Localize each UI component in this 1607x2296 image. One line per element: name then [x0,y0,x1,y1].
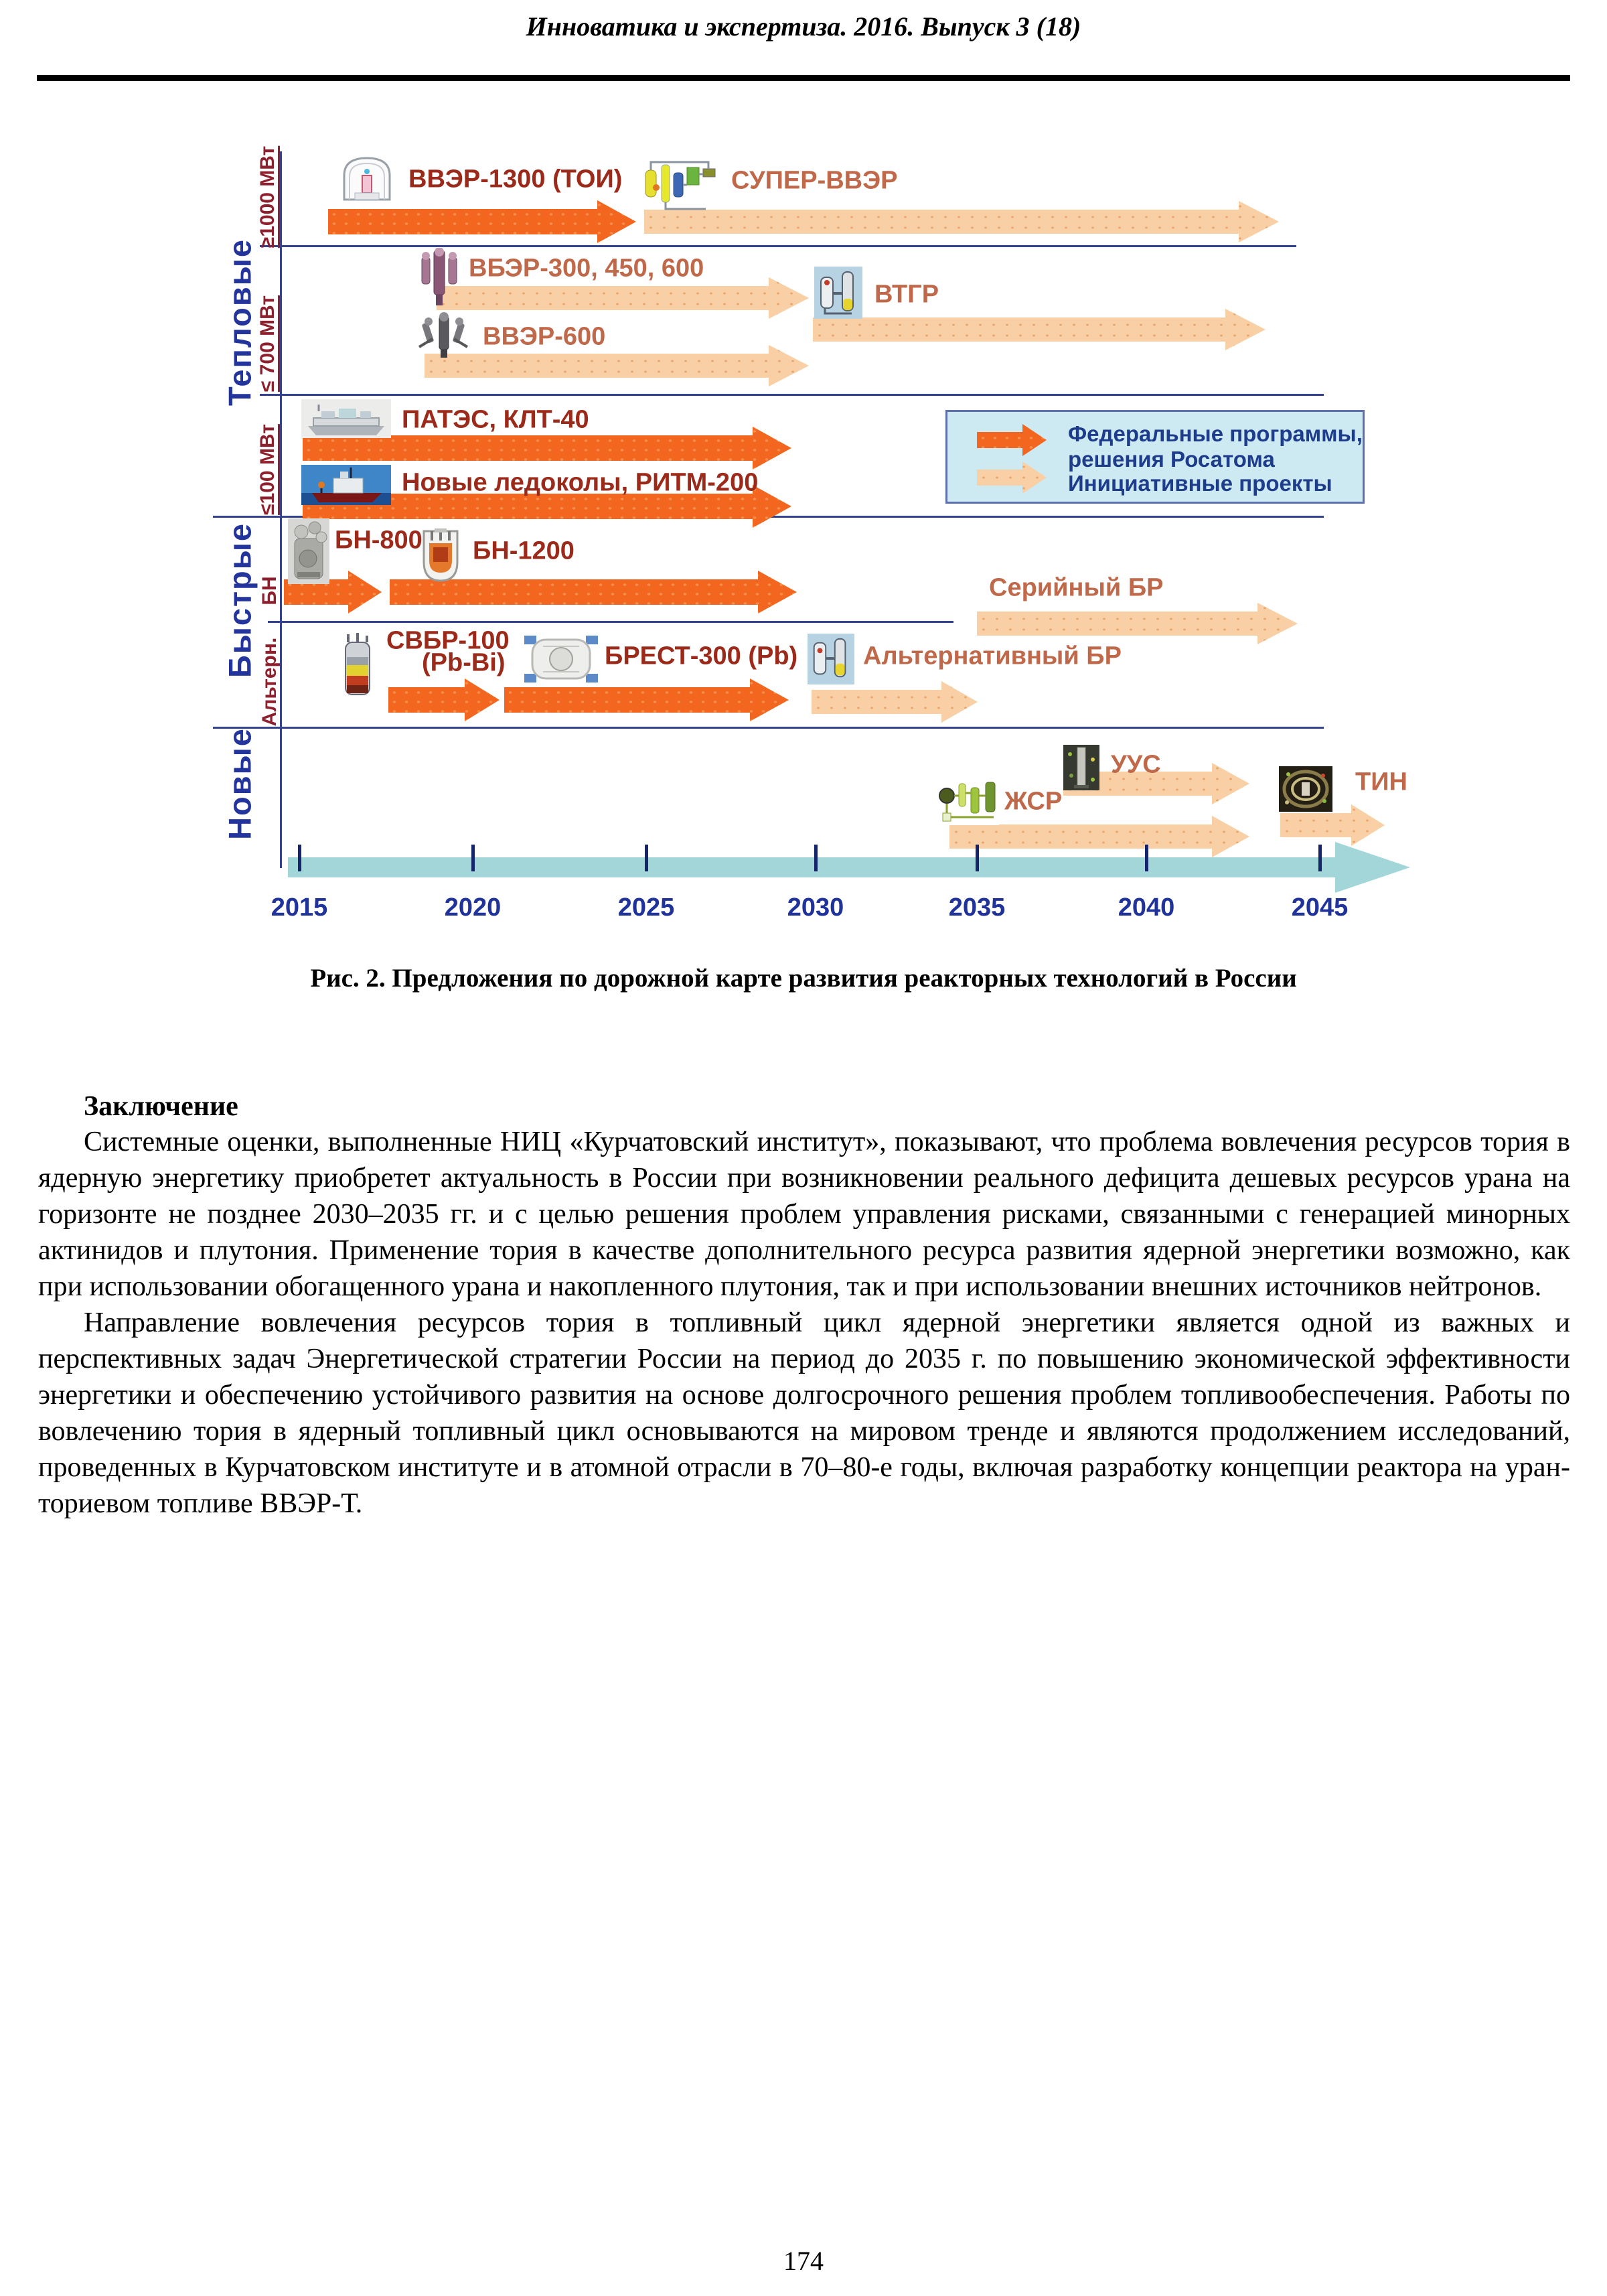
bn800-icon [288,518,329,584]
brest-icon [523,633,599,685]
timeline-tick [645,845,648,871]
timeline-year: 2045 [1291,893,1349,922]
band-separator [213,727,1324,729]
vver600-label: ВВЭР-600 [483,322,606,351]
band-separator [260,394,1324,396]
group-label-new: Новые [222,727,258,840]
roadmap-figure: Тепловые Быстрые Новые ≥1000 МВт ≤ 700 М… [0,0,1607,958]
band-label-altern: Альтерн. [258,637,281,727]
uus-label: УУС [1111,750,1161,779]
alt-br-icon [808,633,854,685]
svbr-icon [339,633,376,697]
timeline-tick [298,845,301,871]
timeline-year: 2030 [787,893,844,922]
group-label-fast: Быстрые [222,522,258,678]
vtgr-icon [814,267,862,319]
svbr-coolant-label: (Pb-Bi) [422,648,506,677]
timeline-arrow [288,842,1410,893]
tin-icon [1279,766,1332,812]
legend-federal-label-line1: Федеральные программы, [1068,421,1363,446]
icebreakers-label: Новые ледоколы, РИТМ-200 [402,468,759,497]
timeline-year: 2025 [617,893,675,922]
timeline-tick [1145,845,1148,871]
serial-br-label: Серийный БР [989,573,1164,602]
legend-initiative-arrow-icon [977,461,1047,494]
serial-br-arrow [977,603,1298,644]
vver1300-arrow [328,200,636,243]
timeline-tick [976,845,979,871]
bn800-label: БН-800 [335,526,423,555]
svbr-arrow-short [388,678,500,721]
band-label-bn: БН [258,576,281,605]
timeline-tick [814,845,818,871]
header-rule [37,75,1570,81]
vber-arrow [437,277,809,319]
vber-label: ВБЭР-300, 450, 600 [469,254,704,283]
legend-federal-arrow-icon [977,424,1047,456]
supervver-arrow [644,201,1279,242]
pates-label: ПАТЭС, КЛТ-40 [402,405,589,434]
brest-label: БРЕСТ-300 (Pb) [605,642,798,670]
group-label-thermal: Тепловые [222,238,258,407]
bn1200-icon [418,527,463,585]
supervver-icon [641,158,719,214]
vtgr-arrow [813,309,1266,350]
timeline-year: 2015 [271,893,328,922]
timeline-tick [1318,845,1322,871]
vver600-icon [412,312,474,359]
uus-icon [1063,745,1099,790]
tin-label: ТИН [1355,768,1407,796]
figure-axis-line [280,151,282,868]
vver1300-label: ВВЭР-1300 (ТОИ) [408,165,623,194]
alt-br-arrow [812,681,978,723]
paragraph: Направление вовлечения ресурсов тория в … [38,1307,1570,1519]
figure-legend: Федеральные программы, решения Росатома … [945,410,1365,504]
band-label-ge1000: ≥1000 МВт [256,145,279,248]
article-body: Заключение Системные оценки, выполненные… [38,1090,1570,1522]
band-separator [268,621,953,623]
section-title: Заключение [84,1091,238,1122]
vtgr-label: ВТГР [874,280,939,309]
svbr-label: СВБР-100 [386,626,510,655]
figure-caption: Рис. 2. Предложения по дорожной карте ра… [310,964,1297,993]
legend-initiative-label: Инициативные проекты [1068,471,1332,496]
band-separator [260,245,1296,247]
legend-federal-label-line2: решения Росатома [1068,447,1275,472]
band-label-le700: ≤ 700 МВт [256,295,279,392]
jsr-icon [936,776,999,825]
timeline-year: 2035 [948,893,1006,922]
timeline-year: 2020 [444,893,502,922]
timeline-tick [471,845,475,871]
page-number: 174 [783,2246,824,2276]
jsr-label: ЖСР [1004,787,1063,816]
band-label-le100: ≤100 МВт [256,424,279,515]
pates-icon [301,399,391,438]
bn1200-label: БН-1200 [473,536,575,565]
supervver-label: СУПЕР-ВВЭР [731,166,898,195]
timeline-year: 2040 [1118,893,1175,922]
vber-icon [415,248,463,307]
paragraph: Системные оценки, выполненные НИЦ «Курча… [38,1127,1570,1302]
alt-br-label: Альтернативный БР [863,642,1122,670]
vver1300-icon [335,153,399,202]
journal-header: Инноватика и экспертиза. 2016. Выпуск 3 … [526,11,1081,42]
icebreaker-icon [301,465,391,505]
